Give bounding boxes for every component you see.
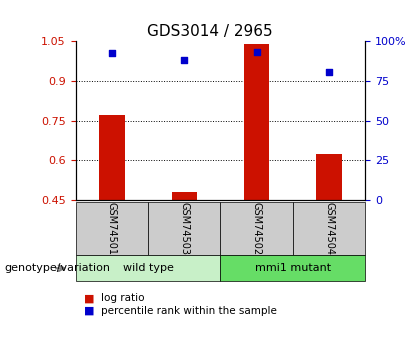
Text: GSM74501: GSM74501: [107, 202, 117, 255]
Point: [108, 50, 115, 56]
Bar: [99, 116, 124, 200]
Text: log ratio: log ratio: [101, 294, 144, 303]
Text: wild type: wild type: [123, 263, 173, 273]
Point: [181, 57, 188, 63]
Text: mmi1 mutant: mmi1 mutant: [255, 263, 331, 273]
Text: GDS3014 / 2965: GDS3014 / 2965: [147, 24, 273, 39]
Point: [253, 49, 260, 55]
Bar: [244, 44, 269, 200]
Text: percentile rank within the sample: percentile rank within the sample: [101, 306, 277, 315]
Bar: [317, 154, 342, 200]
Bar: [172, 192, 197, 200]
Text: GSM74503: GSM74503: [179, 202, 189, 255]
Text: genotype/variation: genotype/variation: [4, 263, 110, 273]
Text: ■: ■: [84, 306, 94, 315]
Text: ■: ■: [84, 294, 94, 303]
Point: [326, 69, 333, 74]
Text: GSM74504: GSM74504: [324, 202, 334, 255]
Text: GSM74502: GSM74502: [252, 202, 262, 255]
